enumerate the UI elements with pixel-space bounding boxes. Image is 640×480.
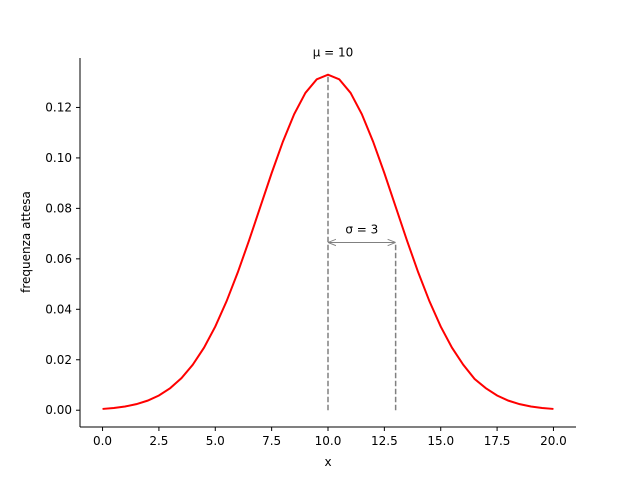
x-tick-label: 7.5 bbox=[262, 434, 281, 448]
x-tick-label: 0.0 bbox=[93, 434, 112, 448]
x-tick-label: 20.0 bbox=[540, 434, 567, 448]
y-axis-label: frequenza attesa bbox=[19, 191, 33, 293]
x-tick-label: 5.0 bbox=[206, 434, 225, 448]
y-tick-label: 0.08 bbox=[45, 201, 72, 215]
x-axis-label: x bbox=[324, 455, 331, 469]
y-tick-label: 0.02 bbox=[45, 353, 72, 367]
y-tick-label: 0.10 bbox=[45, 151, 72, 165]
x-tick-label: 12.5 bbox=[371, 434, 398, 448]
sigma-label: σ = 3 bbox=[345, 222, 378, 236]
x-tick-label: 15.0 bbox=[427, 434, 454, 448]
y-tick-label: 0.06 bbox=[45, 252, 72, 266]
x-tick-label: 2.5 bbox=[149, 434, 168, 448]
y-tick-label: 0.12 bbox=[45, 100, 72, 114]
y-tick-label: 0.00 bbox=[45, 403, 72, 417]
line bbox=[102, 73, 554, 410]
x-tick-label: 17.5 bbox=[484, 434, 511, 448]
mu-label: μ = 10 bbox=[313, 46, 354, 60]
y-tick-label: 0.04 bbox=[45, 302, 72, 316]
x-tick-label: 10.0 bbox=[315, 434, 342, 448]
